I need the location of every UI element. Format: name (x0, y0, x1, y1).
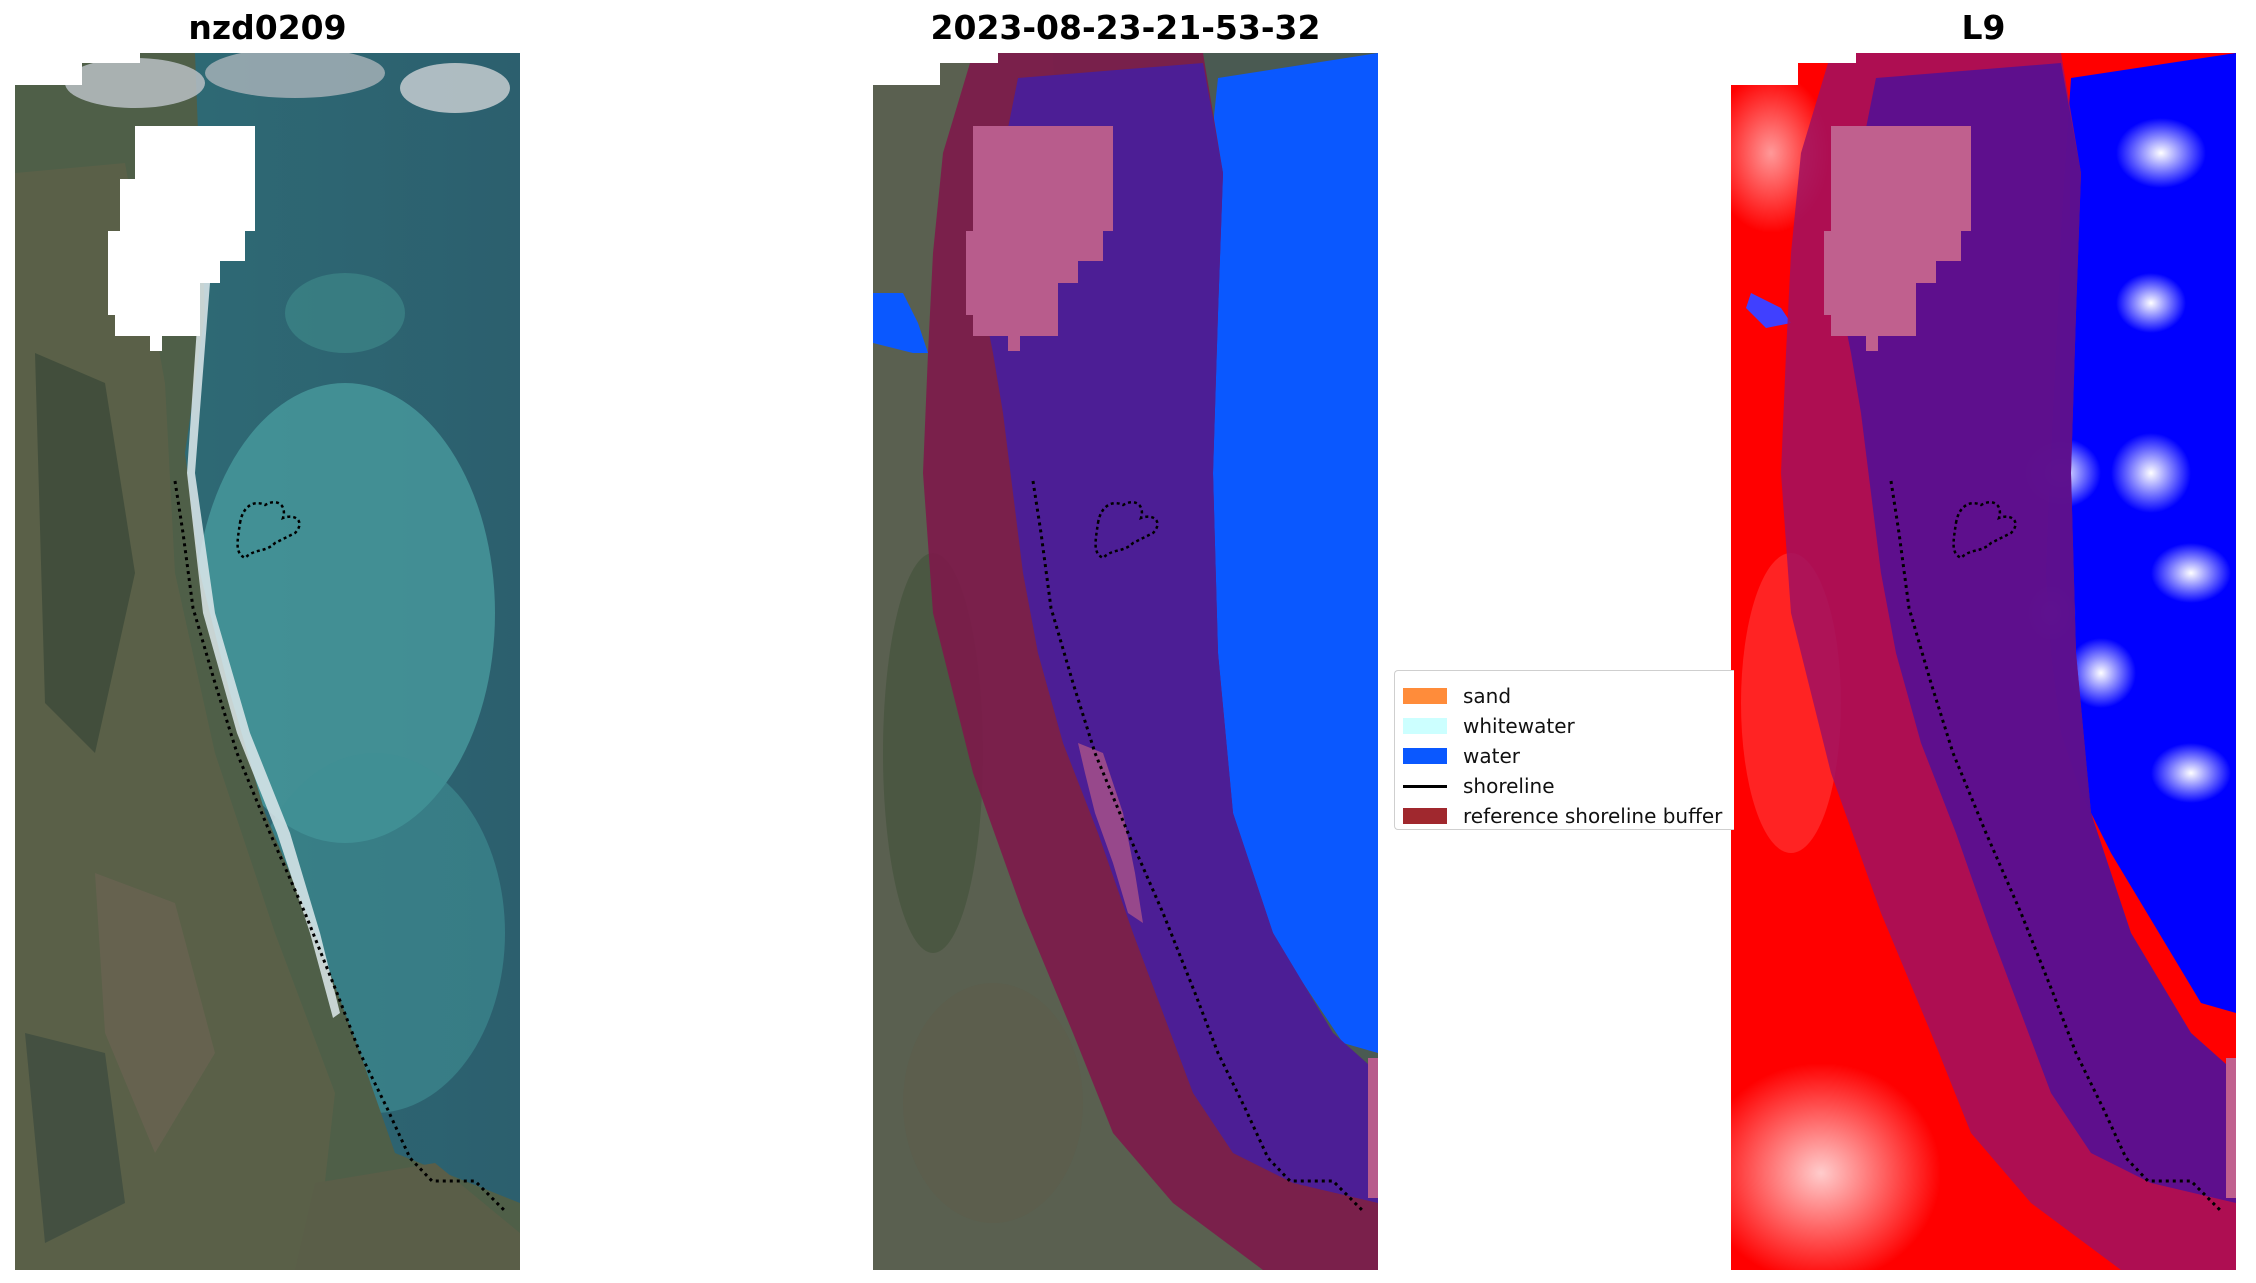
panel-title-classification: 2023-08-23-21-53-32 (930, 8, 1321, 47)
legend-label: water (1463, 744, 1520, 768)
water-class-region (1188, 53, 1378, 1053)
classified-image (873, 53, 1378, 1270)
sand-swatch (1403, 688, 1447, 704)
whitewater-swatch (1403, 718, 1447, 734)
panel-title-rgb: nzd0209 (188, 8, 347, 47)
water-swatch (1403, 748, 1447, 764)
water-index-image (1731, 53, 2236, 1270)
legend-label: reference shoreline buffer (1463, 804, 1723, 828)
cloud-mask-in-buffer (966, 126, 1113, 351)
legend-label: whitewater (1463, 714, 1575, 738)
legend-item-whitewater: whitewater (1395, 711, 1575, 741)
cloud-mask-patch (108, 126, 255, 351)
legend: sand whitewater water shoreline referenc… (1394, 670, 1734, 830)
legend-item-shoreline: shoreline (1395, 771, 1555, 801)
rgb-satellite-image (15, 53, 520, 1270)
legend-item-sand: sand (1395, 681, 1511, 711)
legend-label: shoreline (1463, 774, 1555, 798)
legend-item-water: water (1395, 741, 1520, 771)
shoreline-line-swatch (1403, 784, 1447, 788)
panel-title-index: L9 (1961, 8, 2006, 47)
buffer-swatch (1403, 808, 1447, 824)
legend-item-buffer: reference shoreline buffer (1395, 801, 1723, 829)
water-in-buffer (983, 63, 1378, 1203)
legend-label: sand (1463, 684, 1512, 708)
